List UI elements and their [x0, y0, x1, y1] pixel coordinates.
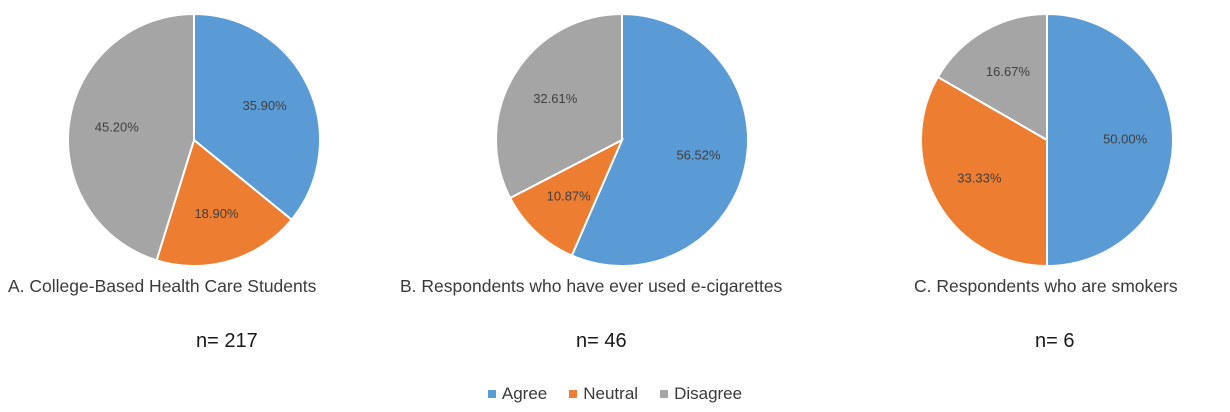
pie-b-title: B. Respondents who have ever used e-ciga… [400, 276, 783, 296]
legend-label-neutral: Neutral [583, 384, 639, 403]
pie-a-slice-agree [193, 12, 321, 222]
pie-b-data-label-agree: 56.52% [676, 147, 721, 162]
legend-swatch-agree [487, 390, 496, 398]
pie-a-data-label-agree: 35.90% [243, 98, 288, 113]
pie-c-data-label-disagree: 16.67% [986, 64, 1031, 79]
pie-c-data-label-neutral: 33.33% [957, 171, 1002, 186]
pie-c-slice-disagree [936, 12, 1048, 142]
pie-c-slice-neutral [920, 75, 1048, 268]
pie-b-data-label-neutral: 10.87% [547, 189, 592, 204]
pie-c-sample-size: n= 6 [1035, 330, 1075, 352]
pie-a-data-label-disagree: 45.20% [95, 120, 140, 135]
pie-b-slice-neutral [508, 137, 625, 257]
legend-label-disagree: Disagree [674, 384, 743, 403]
legend-swatch-neutral [569, 390, 578, 398]
chart-legend: Agree Neutral Disagree [0, 384, 1230, 404]
pie-a-data-label-neutral: 18.90% [194, 206, 239, 221]
pie-b-slice-agree [570, 12, 749, 267]
pie-c-data-label-agree: 50.00% [1103, 131, 1148, 146]
pie-a-slice-disagree [67, 12, 195, 262]
pie-c-title: C. Respondents who are smokers [914, 276, 1178, 296]
pie-c-slice-agree [1046, 12, 1174, 268]
legend-item-agree: Agree [487, 384, 548, 404]
pie-a-title: A. College-Based Health Care Students [8, 276, 317, 296]
legend-label-agree: Agree [501, 384, 548, 403]
legend-item-disagree: Disagree [660, 384, 742, 404]
pie-b-data-label-disagree: 32.61% [533, 91, 578, 106]
legend-swatch-disagree [660, 390, 669, 398]
pie-a-sample-size: n= 217 [196, 330, 258, 352]
legend-item-neutral: Neutral [569, 384, 638, 404]
pie-b-slice-disagree [495, 12, 623, 200]
pie-a-slice-neutral [155, 138, 293, 267]
pie-b-sample-size: n= 46 [576, 330, 627, 352]
